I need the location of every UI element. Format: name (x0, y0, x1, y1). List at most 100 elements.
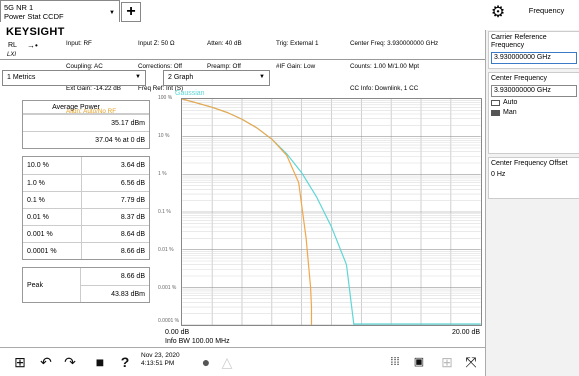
row-value: 6.56 dB (81, 175, 149, 191)
info-bw: Info BW 100.00 MHz (165, 338, 230, 345)
measurement-name: Power Stat CCDF (4, 12, 64, 21)
center-freq-value[interactable]: 3.930000000 GHz (491, 85, 577, 97)
atten-settings: Atten: 40 dB Preamp: Off (207, 25, 242, 85)
carrier-ref-freq-key[interactable]: Carrier Reference Frequency 3.930000000 … (488, 31, 579, 69)
row-label: 0.01 % (27, 213, 49, 221)
man-option[interactable]: Man (491, 109, 577, 117)
cc-info-text: CC Info: Downlink, 1 CC (350, 85, 419, 92)
peak-label: Peak (23, 268, 81, 302)
preamp-text: Preamp: Off (207, 62, 241, 70)
tab-metrics-label: 1 Metrics (7, 74, 36, 81)
y-tick-label: 1 % (158, 171, 167, 177)
x-axis-stop: 20.00 dB (452, 329, 481, 336)
man-label: Man (503, 109, 517, 116)
row-label: 10.0 % (27, 162, 49, 169)
table-row: 10.0 % 3.64 dB (23, 157, 149, 174)
bottom-toolbar (0, 347, 485, 376)
row-label: 0.0001 % (27, 247, 57, 255)
center-freq-offset-key[interactable]: Center Frequency Offset 0 Hz (488, 157, 579, 199)
avg-power-dbm: 35.17 dBm (111, 119, 145, 127)
input-text: Input: RF (66, 40, 92, 47)
atten-text: Atten: 40 dB (207, 40, 242, 47)
chevron-down-icon: ▼ (135, 74, 141, 80)
input-settings: Input: RF Coupling: AC Ext Gain: -14.22 … (66, 25, 121, 130)
date-time: Nov 23, 2020 4:13:51 PM (141, 352, 180, 368)
ccdf-table: 10.0 % 3.64 dB 1.0 % 6.56 dB 0.1 % 7.79 dB … (22, 156, 150, 260)
input-z-text: Input Z: 50 Ω (138, 40, 175, 47)
redo-icon[interactable]: ↷ (64, 354, 76, 370)
peak-dbm: 43.83 dBm (111, 290, 145, 298)
chat-icon[interactable]: ● (201, 354, 211, 370)
trigger-settings: Trig: External 1 #IF Gain: Low (276, 25, 318, 85)
row-label: 0.1 % (27, 196, 45, 204)
radio-on-icon (491, 110, 500, 116)
avg-power-pct: 37.04 % at 0 dB (95, 136, 145, 144)
gear-icon[interactable]: ⚙ (490, 4, 506, 21)
row-label: 1.0 % (27, 179, 45, 187)
align-text: Align: Auto/No RF (66, 107, 117, 115)
mode-name: 5G NR 1 (4, 3, 34, 12)
peak-db: 8.66 dB (120, 273, 145, 280)
y-tick-label: 0.0001 % (158, 318, 180, 324)
lxi-indicator: LXI (7, 52, 17, 58)
chevron-down-icon: ▼ (109, 10, 115, 16)
average-power-title: Average Power (23, 101, 149, 114)
fullscreen-icon[interactable]: ⤧ (465, 354, 477, 370)
touch-icon[interactable]: ▣ (413, 356, 425, 368)
tab-graph-label: 2 Graph (168, 74, 194, 81)
input-connector-icon: →• (27, 41, 38, 50)
x-axis-start: 0.00 dB (165, 329, 190, 336)
trig-text: Trig: External 1 (276, 40, 319, 47)
ccdf-plot[interactable] (181, 98, 482, 326)
y-tick-label: 10 % (158, 133, 170, 139)
corrections-text: Corrections: Off (138, 62, 182, 70)
metrics-table: Average Power 35.17 dBm 37.04 % at 0 dB … (22, 100, 150, 310)
center-freq-text: Center Freq: 3.930000000 GHz (350, 40, 439, 47)
table-row: 1.0 % 6.56 dB (23, 174, 149, 191)
tab-metrics[interactable]: 1 Metrics ▼ (2, 70, 146, 86)
tab-graph[interactable]: 2 Graph ▼ (163, 70, 270, 86)
if-gain-text: #IF Gain: Low (276, 62, 316, 70)
warning-icon: △ (221, 354, 233, 370)
center-offset-value[interactable]: 0 Hz (491, 171, 506, 178)
auto-label: Auto (503, 99, 518, 106)
table-row: 0.01 % 8.37 dB (23, 208, 149, 225)
rl-indicator: RL (8, 42, 17, 49)
center-freq-label: Center Frequency (491, 75, 548, 82)
layout-icon[interactable]: ⊞ (441, 354, 453, 370)
y-tick-label: 100 % (158, 95, 173, 101)
chevron-down-icon: ▼ (259, 74, 265, 80)
center-offset-label: Center Frequency Offset (491, 160, 568, 167)
gaussian-legend: Gaussian (175, 90, 205, 97)
y-tick-label: 0.01 % (158, 247, 174, 253)
impedance-settings: Input Z: 50 Ω Corrections: Off Freq Ref:… (138, 25, 183, 108)
table-row: 0.001 % 8.64 dB (23, 225, 149, 242)
row-value: 8.64 dB (81, 226, 149, 242)
ext-gain-text: Ext Gain: -14.22 dB (66, 85, 121, 92)
menu-title[interactable]: Frequency (528, 6, 565, 15)
help-icon[interactable]: ? (120, 354, 130, 370)
windows-icon[interactable]: ⊞ (14, 354, 26, 370)
measured-trace (182, 99, 313, 325)
radio-off-icon (491, 100, 500, 106)
folder-icon[interactable]: ■ (95, 354, 105, 370)
average-power-box: Average Power 35.17 dBm 37.04 % at 0 dB (22, 100, 150, 149)
add-screen-button[interactable]: + (121, 2, 141, 22)
coupling-text: Coupling: AC (66, 62, 103, 70)
auto-option[interactable]: Auto (491, 99, 577, 107)
row-label: 0.001 % (27, 230, 53, 238)
row-value: 8.37 dB (81, 209, 149, 225)
freq-ref-text: Freq Ref: Int (S) (138, 85, 184, 92)
keyboard-icon[interactable]: ⁞⁞⁞ (390, 356, 400, 368)
carrier-ref-value[interactable]: 3.930000000 GHz (491, 52, 577, 64)
counts-text: Counts: 1.00 M/1.00 Mpt (350, 62, 419, 70)
date-text: Nov 23, 2020 (141, 352, 180, 359)
row-value: 3.64 dB (81, 157, 149, 174)
table-row: 0.1 % 7.79 dB (23, 191, 149, 208)
freq-settings: Center Freq: 3.930000000 GHz Counts: 1.0… (350, 25, 438, 108)
y-tick-label: 0.001 % (158, 285, 177, 291)
row-value: 8.66 dB (81, 243, 149, 259)
settings-panel[interactable]: KEYSIGHT RL →• LXI Input: RF Coupling: A… (0, 22, 485, 115)
center-freq-key[interactable]: Center Frequency 3.930000000 GHz Auto Ma… (488, 72, 579, 154)
undo-icon[interactable]: ↶ (40, 354, 52, 370)
